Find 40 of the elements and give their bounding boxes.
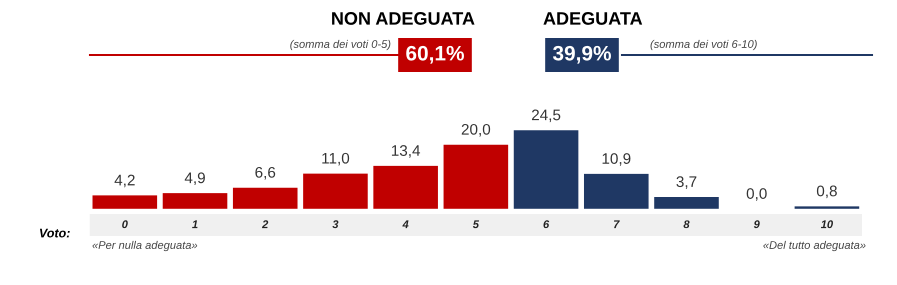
data-label: 11,0	[322, 152, 350, 166]
text: (somma dei voti 0-5)	[290, 40, 390, 50]
x-tick-label: 9	[754, 220, 760, 228]
bar	[444, 144, 508, 209]
x-tick-label: 8	[684, 220, 690, 228]
bar	[303, 174, 368, 209]
data-label: 6,6	[255, 166, 276, 180]
text: 39,9%	[552, 46, 611, 64]
text: NON ADEGUATA	[332, 12, 475, 25]
x-tick-label: 3	[332, 220, 338, 228]
text: (somma dei voti 6-10)	[650, 40, 757, 50]
bar	[584, 174, 649, 209]
data-label: 10,9	[602, 153, 630, 166]
text: «Per nulla adeguata»	[92, 240, 198, 252]
x-tick-label: 0	[122, 220, 128, 228]
x-tick-label: 7	[614, 220, 620, 228]
data-label: 13,4	[392, 145, 420, 158]
data-label: 20,0	[462, 124, 490, 137]
data-label: 4,2	[114, 174, 135, 188]
data-label: 24,5	[532, 110, 560, 122]
bar	[373, 166, 438, 209]
data-label: 0,0	[746, 188, 767, 201]
data-label: 3,7	[676, 176, 696, 189]
bar	[162, 193, 228, 209]
bar	[654, 197, 719, 209]
x-tick-label: 10	[820, 220, 833, 228]
data-label: 4,9	[184, 172, 205, 186]
x-tick-label: 2	[262, 220, 268, 228]
x-axis-title: Voto:	[40, 228, 70, 238]
x-tick-label: 6	[543, 220, 550, 228]
data-label: 0,8	[816, 186, 837, 198]
bar	[514, 130, 578, 209]
bar	[232, 188, 298, 209]
x-tick-label: 1	[192, 220, 198, 228]
text: ADEGUATA	[543, 12, 642, 25]
text: 60,1%	[406, 46, 464, 64]
x-tick-label: 4	[402, 220, 409, 228]
text: «Del tutto adeguata»	[763, 240, 866, 252]
x-tick-label: 5	[472, 220, 480, 228]
bar	[92, 195, 158, 209]
